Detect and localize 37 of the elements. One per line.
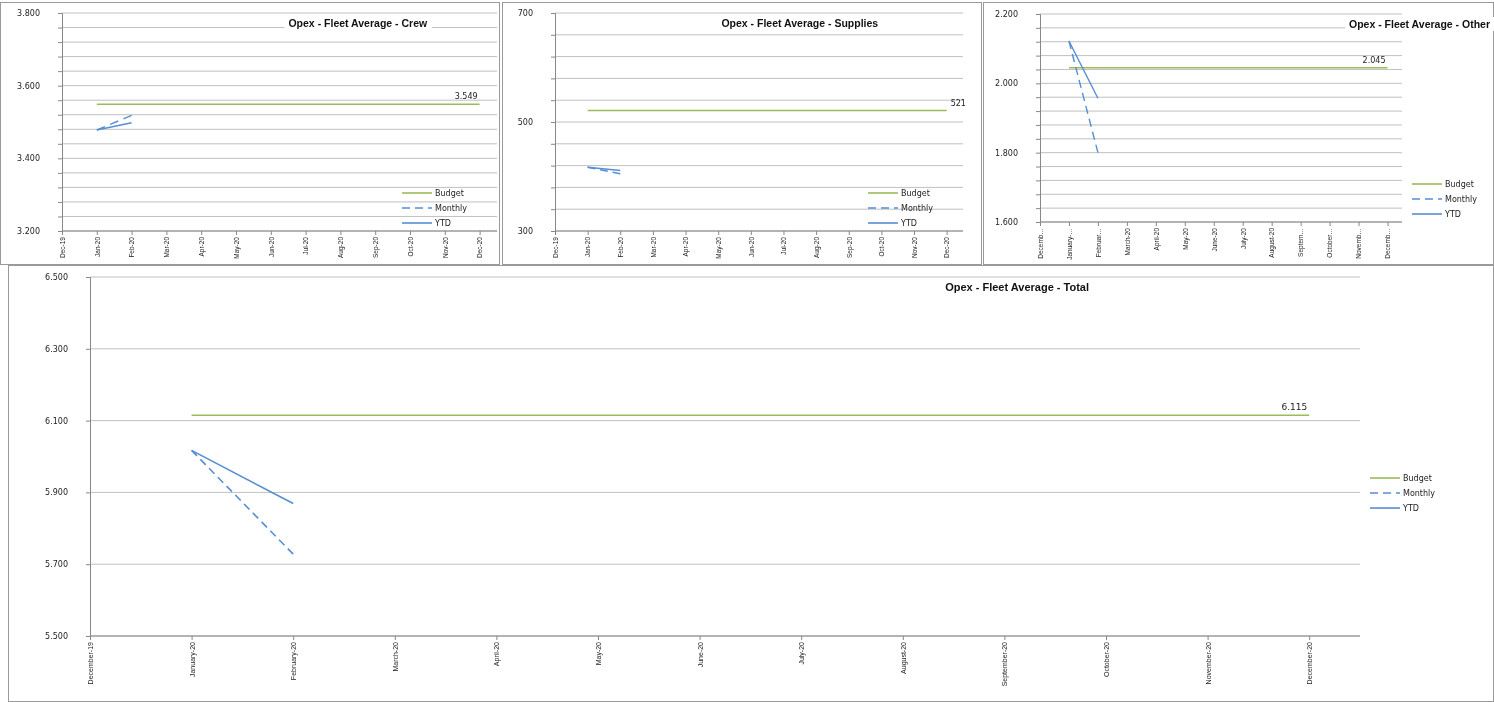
legend-label: Budget — [1445, 180, 1474, 189]
y-tick-label: 500 — [517, 118, 533, 128]
legend-label: YTD — [434, 219, 451, 228]
legend-label: YTD — [900, 219, 917, 228]
legend-label: Monthly — [1445, 195, 1478, 204]
y-tick-label: 1.800 — [995, 148, 1018, 158]
y-tick-label: 3.600 — [17, 81, 40, 91]
y-tick-label: 2.200 — [995, 10, 1018, 20]
legend-label: Monthly — [435, 204, 468, 213]
y-tick-label: 2.000 — [995, 79, 1018, 89]
y-tick-label: 6.500 — [45, 273, 68, 283]
legend-label: YTD — [1444, 210, 1461, 219]
legend-label: YTD — [1402, 504, 1419, 514]
y-tick-label: 3.800 — [17, 9, 40, 19]
y-tick-label: 300 — [517, 227, 533, 237]
legend-label: Budget — [1403, 474, 1432, 484]
data-label: 3.549 — [454, 92, 478, 102]
data-label: 2.045 — [1362, 55, 1386, 65]
chart-title: Opex - Fleet Average - Supplies — [721, 17, 879, 29]
data-label: 521 — [950, 98, 966, 108]
legend-label: Budget — [901, 189, 930, 198]
legend-label: Monthly — [1403, 489, 1436, 499]
y-tick-label: 5.900 — [45, 488, 68, 498]
y-tick-label: 3.400 — [17, 154, 40, 164]
y-tick-label: 5.500 — [45, 632, 68, 642]
chart-title: Opex - Fleet Average - Other — [1348, 18, 1490, 30]
legend-label: Budget — [435, 189, 464, 198]
y-tick-label: 6.100 — [45, 416, 68, 426]
chart-title: Opex - Fleet Average - Crew — [288, 17, 428, 29]
legend-label: Monthly — [901, 204, 934, 213]
data-label: 6.115 — [1281, 402, 1308, 413]
y-tick-label: 5.700 — [45, 560, 68, 570]
y-tick-label: 6.300 — [45, 344, 68, 354]
y-tick-label: 700 — [517, 9, 533, 19]
chart-title: Opex - Fleet Average - Total — [945, 281, 1090, 293]
y-tick-label: 1.600 — [995, 218, 1018, 228]
y-tick-label: 3.200 — [17, 227, 40, 237]
